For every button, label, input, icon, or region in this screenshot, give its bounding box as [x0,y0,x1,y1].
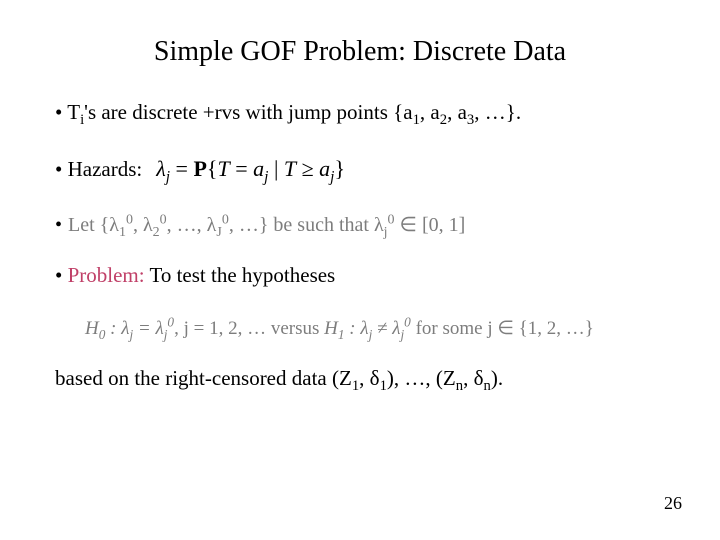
sym: | [268,156,283,181]
page-number: 26 [664,493,682,514]
text: , …} be such that λ [229,214,384,236]
slide-title: Simple GOF Problem: Discrete Data [55,36,665,68]
sym: ≠ [372,318,392,339]
sym: T [217,156,229,181]
text: , …}. [474,100,521,124]
text: for some j ∈ {1, 2, …} [411,318,594,339]
text: , δ [463,366,483,390]
bullet-dot: • [55,212,62,239]
superscript: 0 [388,212,395,227]
sym: = [170,156,193,181]
subscript: n [456,379,463,395]
subscript: 1 [380,379,387,395]
bullet-problem: • Problem: To test the hypotheses [55,261,665,289]
bullet-discrete-rvs: • Ti's are discrete +rvs with jump point… [55,98,665,126]
sym: } [334,156,345,181]
text: Let {λ [68,214,119,236]
subscript: 1 [338,327,345,342]
hypotheses-formula: H0 : λj = λj0, j = 1, 2, … versus H1 : λ… [85,317,665,340]
sym: { [207,156,218,181]
problem-label: Problem: [68,263,145,287]
let-text: Let {λ10, λ20, …, λJ0, …} be such that λ… [68,212,465,239]
superscript: 0 [404,315,411,330]
subscript: 2 [440,112,447,128]
sym: λ [156,156,166,181]
text: , j = 1, 2, … versus [174,318,324,339]
text: ∈ [0, 1] [395,214,466,236]
superscript: 0 [160,212,167,227]
subscript: n [483,379,490,395]
subscript: 2 [153,225,160,240]
hazard-formula: λj = P{T = aj | T ≥ aj} [156,154,345,184]
superscript: 0 [222,212,229,227]
sym: = [230,156,253,181]
superscript: 0 [126,212,133,227]
text: based on the right-censored data (Z [55,366,352,390]
hazards-label: • Hazards: [55,155,142,183]
sym: P [193,156,206,181]
sym: λ [155,318,163,339]
subscript: 1 [119,225,126,240]
bullet-let-lambda0: • Let {λ10, λ20, …, λJ0, …} be such that… [55,212,665,239]
text: 's are discrete +rvs with jump points {a [84,100,412,124]
text: • T [55,100,80,124]
subscript: 1 [413,112,420,128]
text: ), …, (Z [387,366,456,390]
sym: : [345,318,361,339]
text: , a [447,100,467,124]
sym: ≥ [296,156,319,181]
sym: H [85,318,99,339]
sym: a [253,156,264,181]
text: , …, λ [167,214,217,236]
sym: λ [360,318,368,339]
sym: H [324,318,338,339]
sym: T [284,156,296,181]
sym: = [133,318,155,339]
slide: Simple GOF Problem: Discrete Data • Ti's… [0,0,720,540]
text: , λ [133,214,153,236]
sym: a [319,156,330,181]
sym: : [105,318,121,339]
text: , a [420,100,440,124]
text: To test the hypotheses [145,263,336,287]
bullet-hazards: • Hazards: λj = P{T = aj | T ≥ aj} [55,154,665,184]
closing-text: based on the right-censored data (Z1, δ1… [55,366,665,391]
bullet-dot: • [55,263,68,287]
text: , δ [359,366,379,390]
text: ). [491,366,503,390]
